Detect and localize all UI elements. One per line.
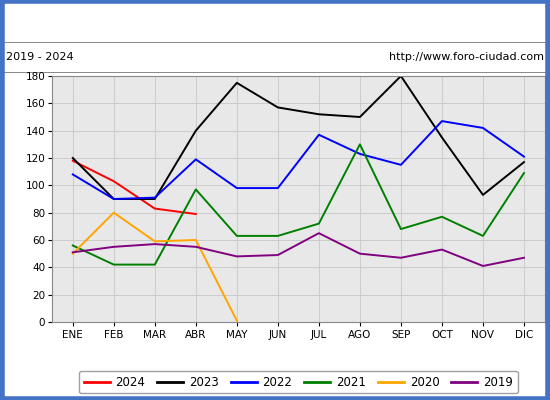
Legend: 2024, 2023, 2022, 2021, 2020, 2019: 2024, 2023, 2022, 2021, 2020, 2019 bbox=[79, 371, 518, 393]
Text: Evolucion Nº Turistas Extranjeros en el municipio de Avià: Evolucion Nº Turistas Extranjeros en el … bbox=[39, 13, 512, 29]
Text: 2019 - 2024: 2019 - 2024 bbox=[6, 52, 73, 62]
Text: http://www.foro-ciudad.com: http://www.foro-ciudad.com bbox=[389, 52, 544, 62]
